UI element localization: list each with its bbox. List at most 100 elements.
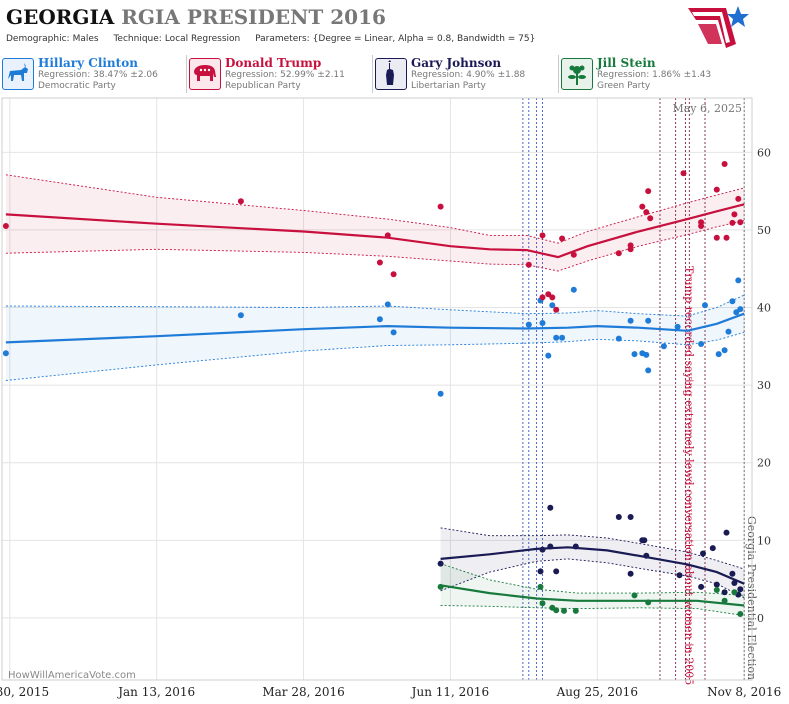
data-point [713, 581, 720, 588]
data-point [721, 589, 728, 596]
y-tick-label: 40 [757, 302, 771, 315]
data-point [570, 251, 577, 258]
y-tick-label: 10 [757, 534, 771, 547]
annotation-label: Trump recorded saying extremely lewd con… [683, 266, 696, 685]
data-point [553, 568, 560, 575]
data-point [561, 607, 567, 614]
candidate-regression: Regression: 4.90% ±1.88 [411, 70, 526, 80]
data-point [698, 219, 705, 226]
data-point [645, 317, 652, 324]
data-point [674, 323, 681, 330]
data-point [709, 545, 716, 552]
trend-lines [5, 203, 745, 607]
data-point [702, 302, 708, 309]
technique-label: Technique: [113, 34, 162, 44]
data-point [525, 261, 532, 268]
data-point [737, 219, 744, 226]
data-point [731, 580, 738, 586]
candidate-card-trump[interactable]: Donald Trump Regression: 52.99% ±2.11 Re… [186, 55, 371, 93]
candidate-name: Hillary Clinton [38, 56, 138, 70]
band-upper [5, 294, 745, 317]
data-point [680, 170, 687, 177]
data-point [715, 351, 722, 358]
data-point [723, 234, 730, 241]
candidate-party: Democratic Party [38, 81, 116, 91]
x-tick-label: Nov 8, 2016 [707, 685, 781, 699]
confidence-band [440, 527, 745, 598]
data-point [545, 352, 552, 359]
candidate-card-johnson[interactable]: Gary Johnson Regression: 4.90% ±1.88 Lib… [372, 55, 557, 93]
x-tick-label: Jun 11, 2016 [410, 685, 490, 699]
data-point [713, 186, 720, 193]
data-point [627, 242, 634, 249]
data-point [390, 271, 397, 278]
data-point [631, 351, 638, 358]
data-point [547, 504, 554, 511]
data-point [737, 586, 744, 593]
statue-of-liberty-icon [375, 58, 407, 90]
poll-chart: Trump recorded saying extremely lewd con… [0, 97, 781, 699]
candidate-party: Green Party [597, 81, 651, 91]
data-point [627, 570, 634, 577]
data-point [641, 537, 648, 544]
band-upper [5, 174, 745, 244]
data-point [553, 334, 560, 341]
candidate-card-stein[interactable]: Jill Stein Regression: 1.86% ±1.43 Green… [558, 55, 743, 93]
data-point [376, 316, 383, 323]
data-point [437, 390, 444, 397]
data-point [2, 350, 9, 357]
parameters-value: {Degree = Linear, Alpha = 0.8, Bandwidth… [312, 34, 536, 44]
data-point [698, 341, 705, 347]
flower-icon [561, 58, 593, 90]
candidate-card-clinton[interactable]: Hillary Clinton Regression: 38.47% ±2.06… [0, 55, 184, 93]
data-point [615, 514, 622, 520]
data-point [721, 347, 728, 354]
star-icon [727, 6, 749, 27]
y-tick-label: 20 [757, 457, 771, 470]
data-point [737, 611, 744, 617]
page-title: GEORGIA RGIA PRESIDENT 2016 [6, 5, 386, 29]
data-point [390, 329, 397, 336]
axes: 0 10 20 30 40 50 60 Oct 30, 2015 Jan 13, 2016 Mar… [0, 97, 781, 699]
x-tick-label: Jan 13, 2016 [116, 685, 195, 699]
data-point [723, 529, 730, 536]
x-tick-label: Aug 25, 2016 [556, 685, 638, 699]
data-point [627, 317, 634, 324]
technique-value: Local Regression [164, 34, 241, 44]
data-point [729, 298, 736, 305]
y-tick-label: 50 [757, 224, 771, 237]
data-point [539, 232, 546, 239]
data-point [698, 583, 705, 590]
confidence-band [5, 295, 745, 381]
data-point [615, 335, 622, 342]
candidate-name: Gary Johnson [411, 56, 502, 70]
trend-line [440, 546, 745, 585]
candidate-name: Donald Trump [225, 56, 322, 70]
y-tick-label: 30 [757, 379, 771, 392]
data-point [700, 550, 706, 557]
data-point [639, 203, 646, 210]
candidate-party: Libertarian Party [411, 81, 486, 91]
y-tick-label: 60 [757, 146, 771, 159]
demographic-value: Males [72, 34, 99, 44]
date-label: May 6, 2025 [672, 102, 742, 115]
data-point [631, 592, 638, 599]
candidate-regression: Regression: 52.99% ±2.11 [225, 70, 345, 80]
x-tick-label: Oct 30, 2015 [0, 685, 49, 699]
plot-frame [1, 97, 753, 681]
data-point [537, 568, 544, 575]
data-point [676, 572, 683, 579]
candidate-regression: Regression: 1.86% ±1.43 [597, 70, 712, 80]
data-point [643, 209, 650, 216]
data-point [2, 223, 9, 229]
site-logo[interactable] [686, 2, 750, 52]
data-point [384, 301, 391, 308]
data-point [660, 343, 667, 350]
y-tick-label: 0 [757, 612, 764, 625]
confidence-band [5, 174, 745, 271]
data-point [559, 334, 566, 341]
data-point [721, 161, 728, 167]
data-point [731, 211, 738, 218]
data-point [376, 259, 383, 266]
candidate-name: Jill Stein [597, 56, 656, 70]
